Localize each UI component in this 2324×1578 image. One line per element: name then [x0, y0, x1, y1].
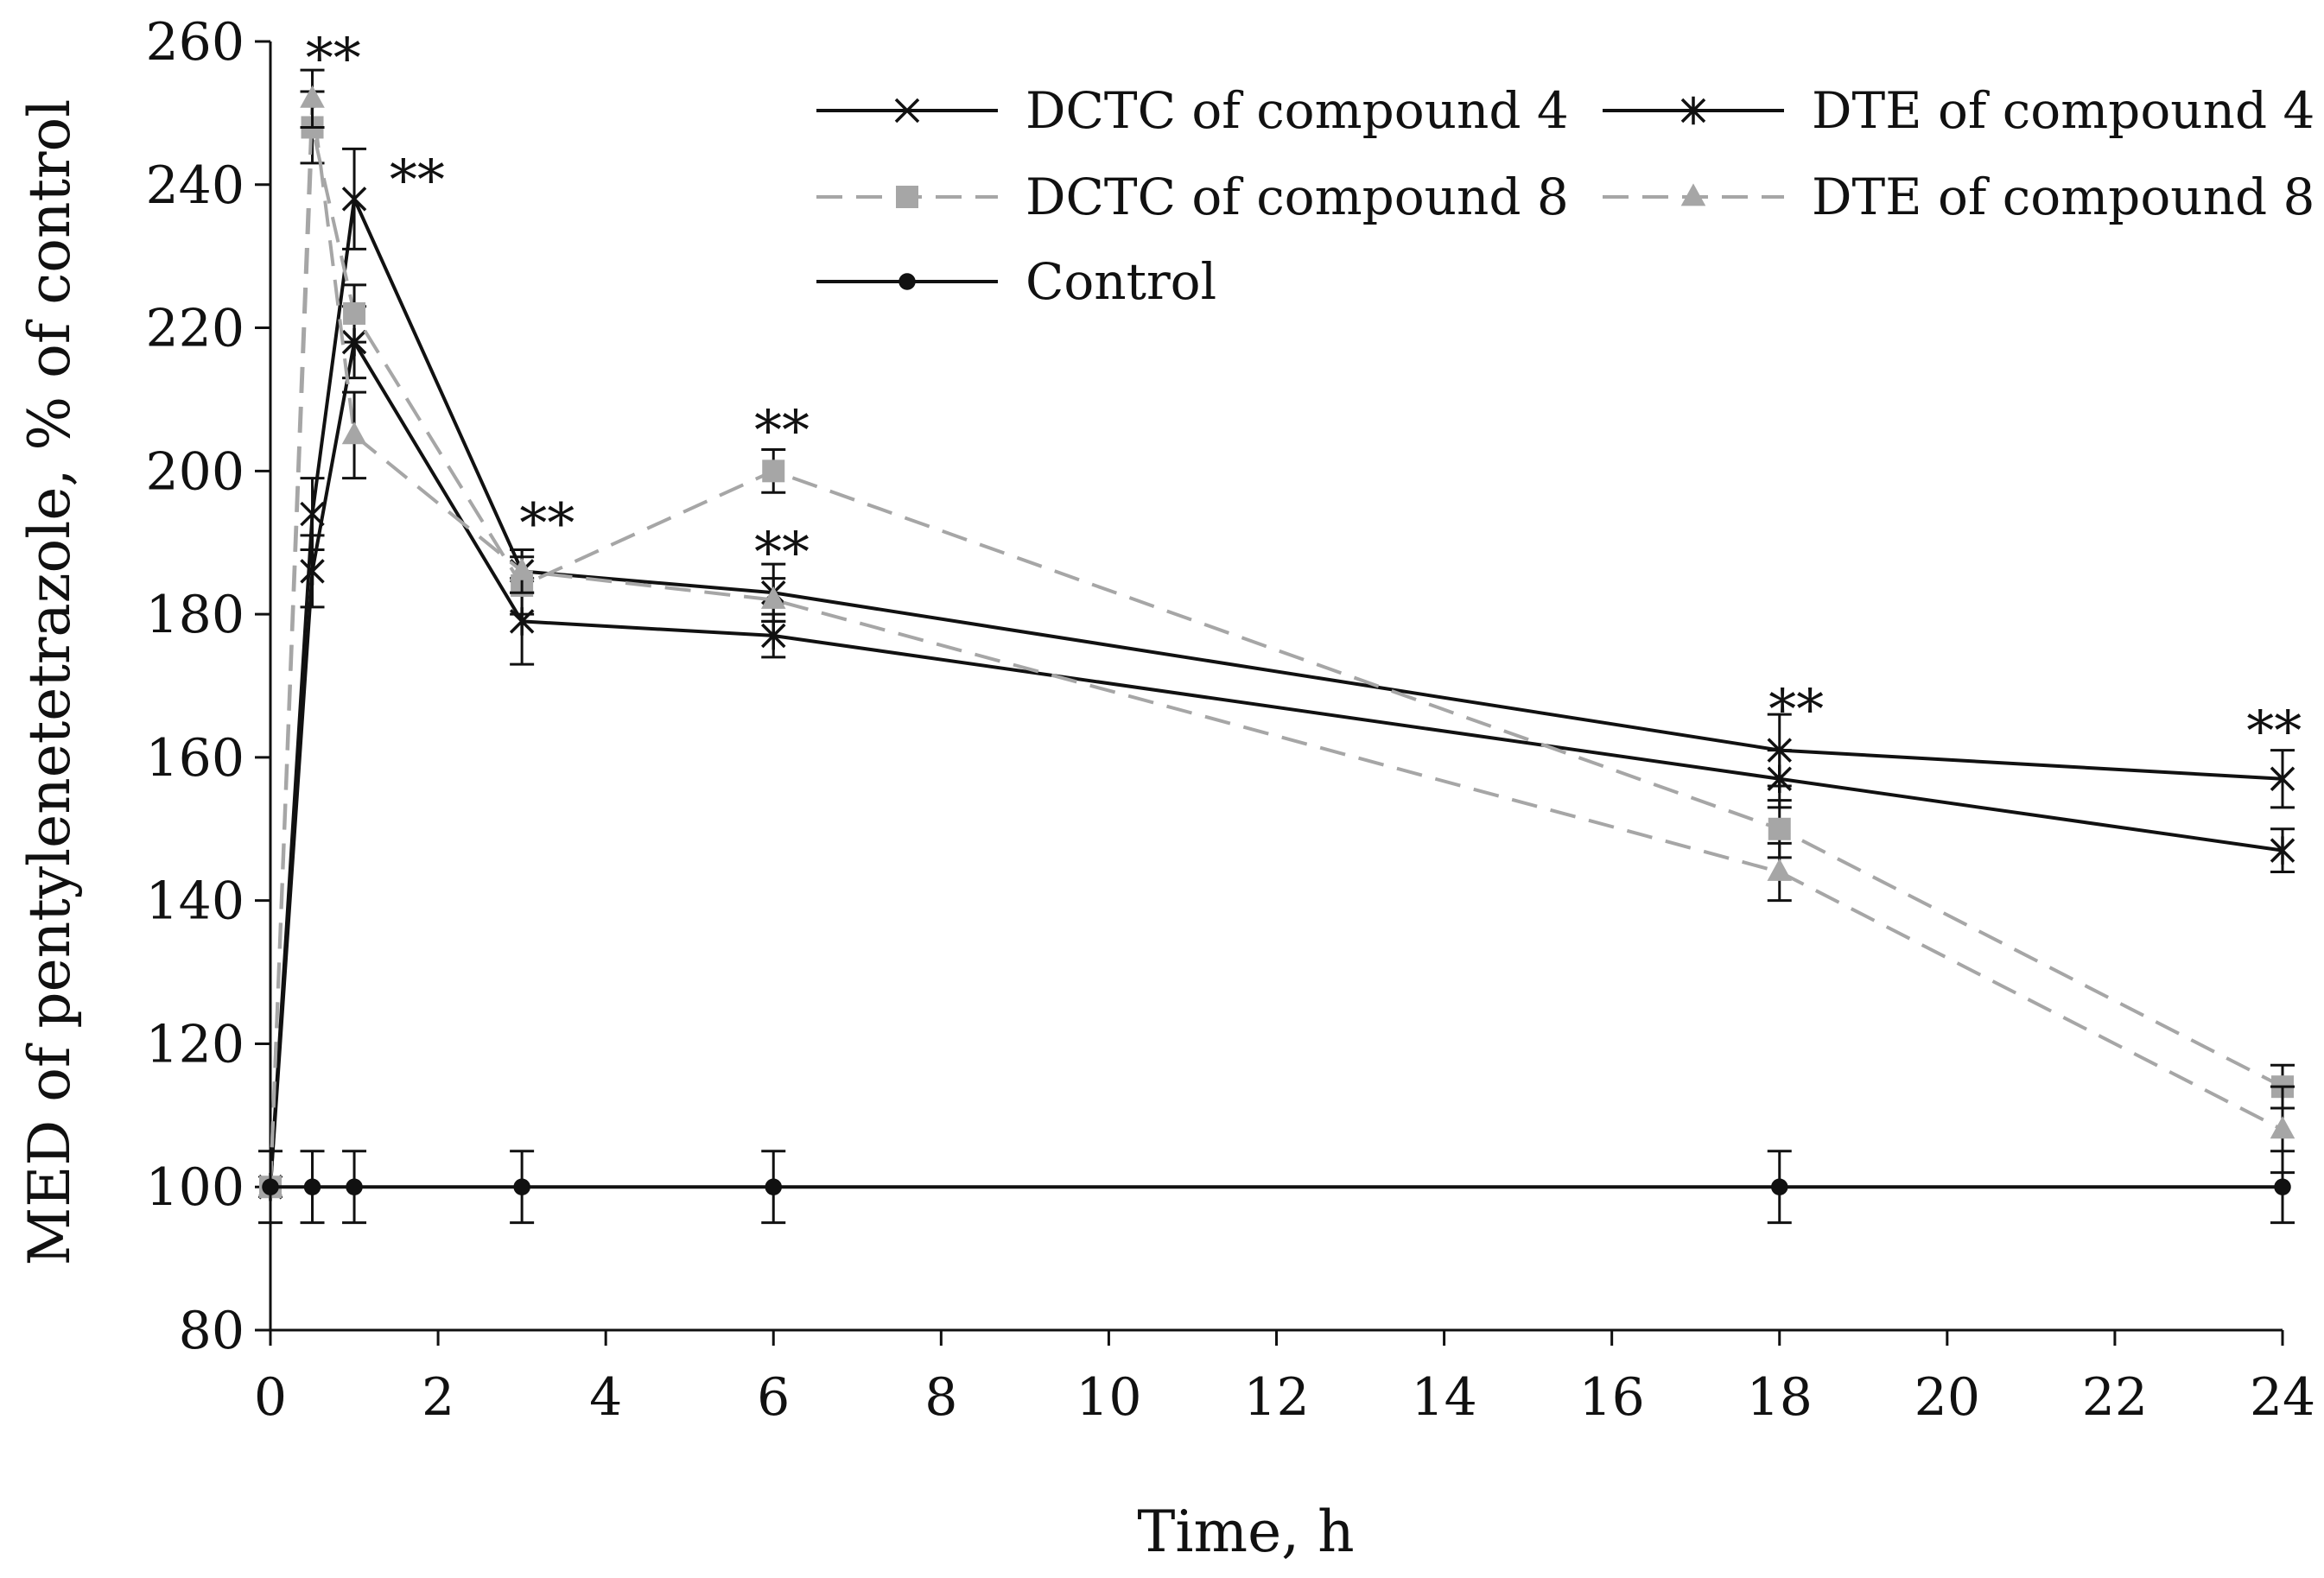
data-point	[1767, 764, 1792, 794]
legend-label: Control	[1025, 252, 1216, 311]
data-point	[762, 459, 785, 483]
data-point	[303, 1178, 321, 1195]
series-3	[257, 68, 2295, 1196]
significance-label: **	[306, 27, 361, 91]
series-0	[257, 147, 2295, 1200]
data-point	[1680, 183, 1706, 206]
x-tick-label: 14	[1411, 1367, 1476, 1428]
legend-item: DTE of compound 8	[1603, 168, 2314, 226]
series-1	[257, 305, 2295, 1201]
x-axis-title: Time, h	[1137, 1499, 1354, 1565]
x-tick-label: 12	[1243, 1367, 1309, 1428]
data-point	[341, 187, 367, 212]
data-point	[2270, 1116, 2295, 1139]
data-point	[346, 1178, 363, 1195]
data-point	[509, 557, 535, 580]
data-point	[513, 1178, 530, 1195]
data-point	[1768, 817, 1791, 840]
y-axis-title: MED of pentylenetetrazole, % of control	[16, 99, 83, 1266]
y-tick-label: 100	[145, 1157, 244, 1218]
y-tick-label: 220	[145, 299, 244, 359]
data-point	[896, 186, 918, 208]
data-point	[300, 85, 325, 108]
legend-label: DTE of compound 8	[1812, 168, 2314, 226]
x-tick-label: 22	[2082, 1367, 2148, 1428]
y-tick-label: 180	[145, 585, 244, 645]
significance-label: **	[754, 521, 810, 585]
series-line	[269, 340, 2283, 1188]
data-point	[2274, 1178, 2291, 1195]
legend-item: DTE of compound 4	[1603, 81, 2314, 140]
significance-label: **	[1768, 679, 1824, 743]
y-tick-label: 80	[179, 1301, 244, 1361]
series-line	[269, 197, 2283, 1188]
data-point	[343, 301, 366, 325]
data-point	[1767, 858, 1793, 881]
y-tick-label: 260	[145, 12, 244, 73]
data-point	[761, 621, 786, 650]
data-point	[765, 1178, 782, 1195]
x-tick-label: 24	[2250, 1367, 2315, 1428]
x-tick-label: 10	[1076, 1367, 1141, 1428]
significance-label: **	[2246, 700, 2302, 764]
axes: 0 2 4 6 8 10 12 14 16 18 20 22 248010012014016018020…	[145, 12, 2315, 1428]
legend-label: DTE of compound 4	[1812, 81, 2314, 140]
series-line	[269, 125, 2283, 1188]
y-tick-label: 200	[145, 441, 244, 502]
data-point	[341, 421, 367, 445]
data-point	[1680, 96, 1706, 125]
data-point	[1771, 1178, 1788, 1195]
x-tick-label: 4	[589, 1367, 622, 1428]
legend-label: DCTC of compound 8	[1025, 168, 1569, 226]
legend-item: Control	[816, 252, 1216, 311]
data-point	[898, 273, 916, 290]
series-4	[258, 1150, 2295, 1225]
x-tick-label: 18	[1747, 1367, 1813, 1428]
data-point	[2270, 836, 2295, 865]
series-line	[269, 97, 2283, 1188]
legend-item: DCTC of compound 8	[816, 168, 1569, 226]
legend: DCTC of compound 4 DTE of compound 4 DCTC …	[816, 81, 2314, 311]
data-point	[2270, 766, 2295, 791]
x-tick-label: 20	[1914, 1367, 1980, 1428]
y-tick-label: 240	[145, 155, 244, 216]
x-tick-label: 0	[254, 1367, 287, 1428]
data-point	[894, 98, 920, 124]
legend-item: DCTC of compound 4	[816, 81, 1569, 140]
significance-label: **	[390, 149, 445, 212]
x-tick-label: 16	[1578, 1367, 1644, 1428]
y-tick-label: 120	[145, 1014, 244, 1074]
data-point	[300, 557, 325, 586]
series-2	[259, 90, 2295, 1199]
x-tick-label: 6	[757, 1367, 790, 1428]
significance-label: **	[754, 399, 810, 463]
data-point	[262, 1178, 279, 1195]
series-layer	[257, 68, 2295, 1225]
x-tick-label: 8	[924, 1367, 957, 1428]
legend-label: DCTC of compound 4	[1025, 81, 1569, 140]
significance-label: **	[519, 492, 575, 556]
x-tick-label: 2	[422, 1367, 454, 1428]
y-tick-label: 160	[145, 728, 244, 789]
y-tick-label: 140	[145, 871, 244, 932]
data-point	[760, 586, 786, 609]
annotations: ** ** ** ** ** ** **	[306, 27, 2302, 764]
